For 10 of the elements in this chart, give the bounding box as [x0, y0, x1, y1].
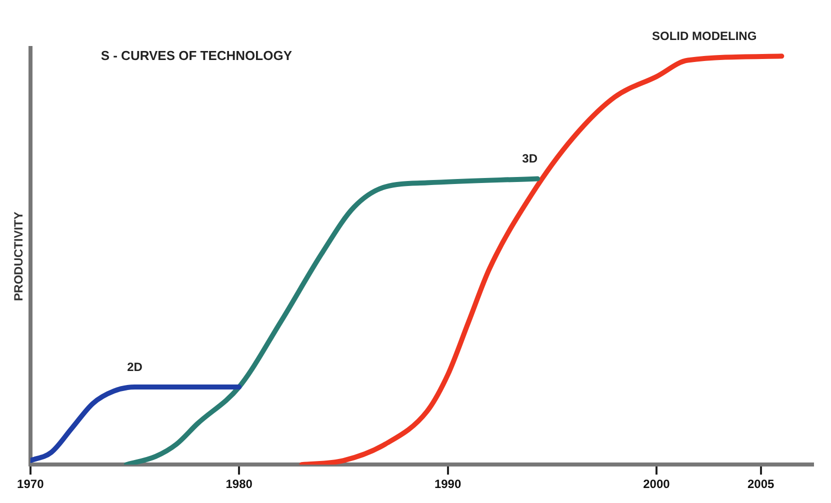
- y-axis-title: PRODUCTIVITY: [12, 212, 26, 301]
- x-tick-label: 1990: [434, 477, 462, 492]
- x-tick-label: 1970: [17, 477, 44, 492]
- series-label: SOLID MODELING: [652, 29, 757, 44]
- series-label: 3D: [522, 152, 538, 166]
- x-tick-label: 2000: [643, 477, 670, 492]
- series-label: 2D: [127, 360, 143, 374]
- chart-title: S - CURVES OF TECHNOLOGY: [100, 48, 292, 63]
- x-tick-label: 2005: [747, 477, 774, 492]
- x-tick-label: 1980: [226, 477, 253, 492]
